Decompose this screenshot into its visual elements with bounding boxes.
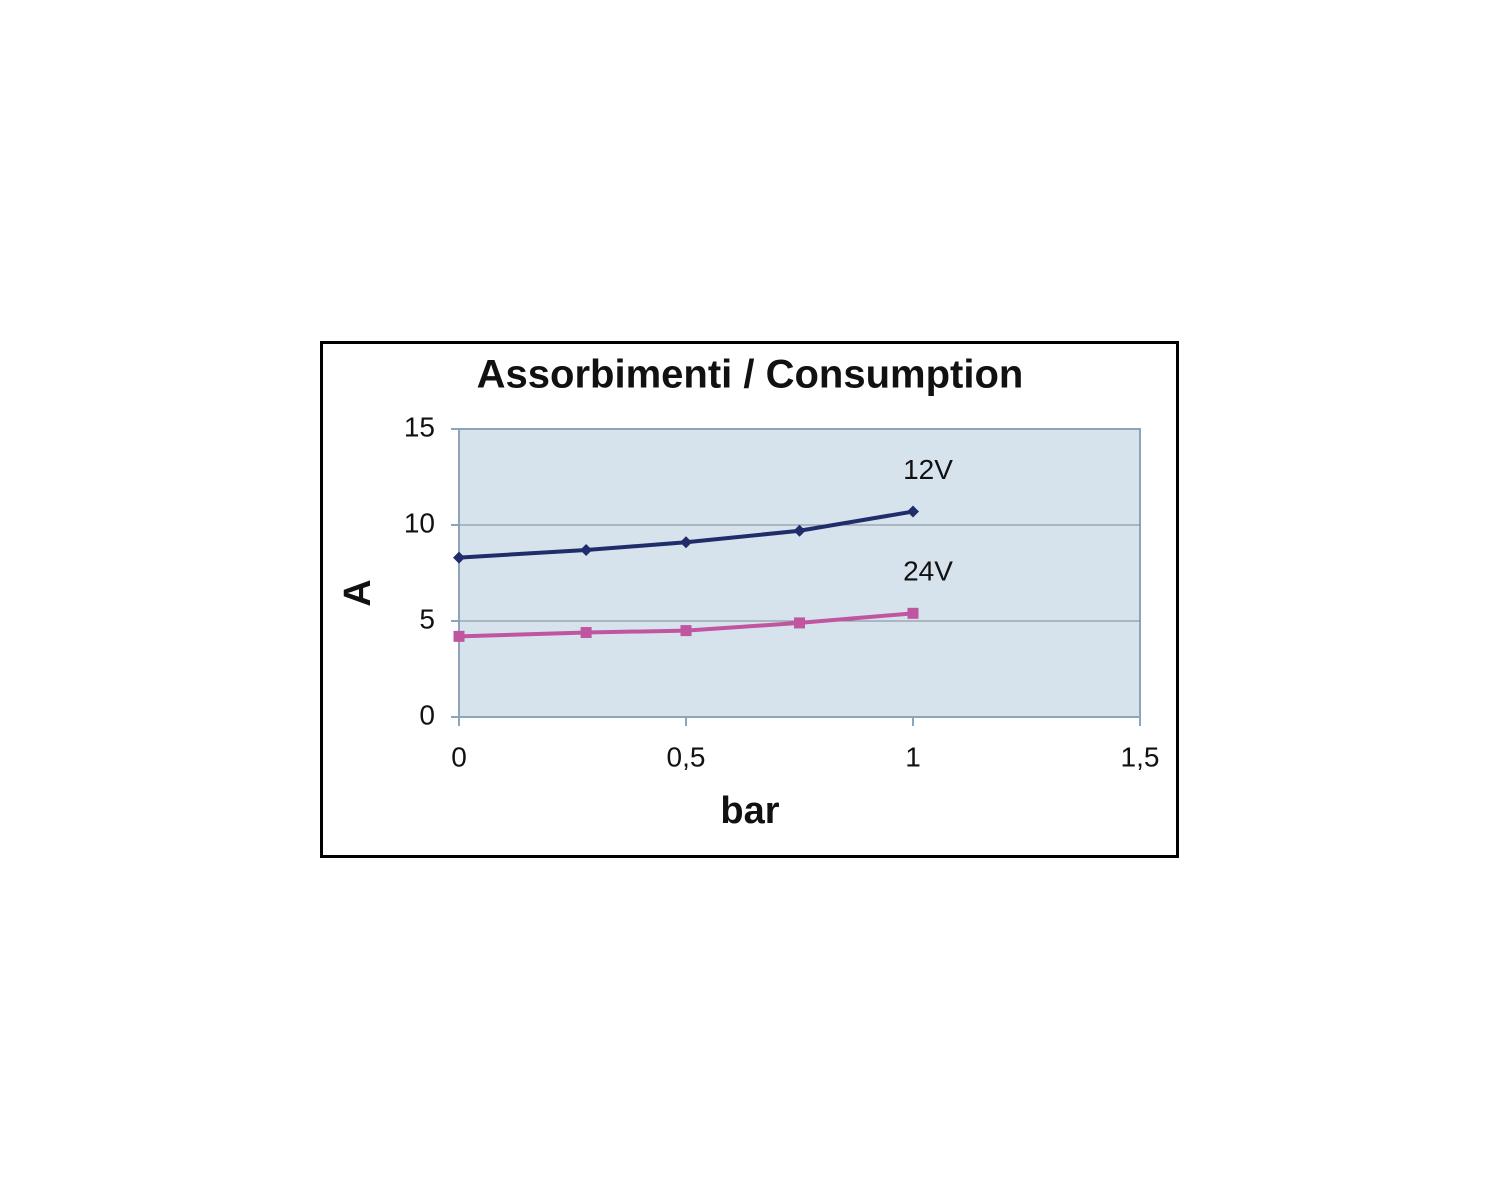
- x-axis-label: bar: [720, 790, 779, 832]
- series-label: 24V: [903, 556, 953, 587]
- y-tick-label: 5: [419, 603, 435, 634]
- point: [793, 524, 806, 537]
- point: [680, 625, 692, 637]
- x-tick-label: 1: [905, 741, 921, 772]
- y-tick-label: 0: [419, 699, 435, 730]
- x-tick-label: 1,5: [1121, 741, 1160, 772]
- y-tick-label: 15: [404, 411, 435, 442]
- point: [580, 627, 592, 639]
- point: [580, 543, 593, 556]
- x-tick-label: 0,5: [667, 741, 706, 772]
- point: [680, 536, 692, 549]
- point: [907, 505, 919, 518]
- point: [907, 607, 919, 619]
- y-tick-label: 10: [404, 507, 435, 538]
- chart-title: Assorbimenti / Consumption: [477, 353, 1024, 397]
- x-tick-label: 0: [451, 741, 467, 772]
- y-axis-label: A: [337, 579, 379, 606]
- point: [794, 617, 805, 629]
- plot-area: [458, 428, 1141, 718]
- series-label: 12V: [903, 454, 953, 485]
- point: [453, 551, 465, 564]
- point: [453, 630, 465, 642]
